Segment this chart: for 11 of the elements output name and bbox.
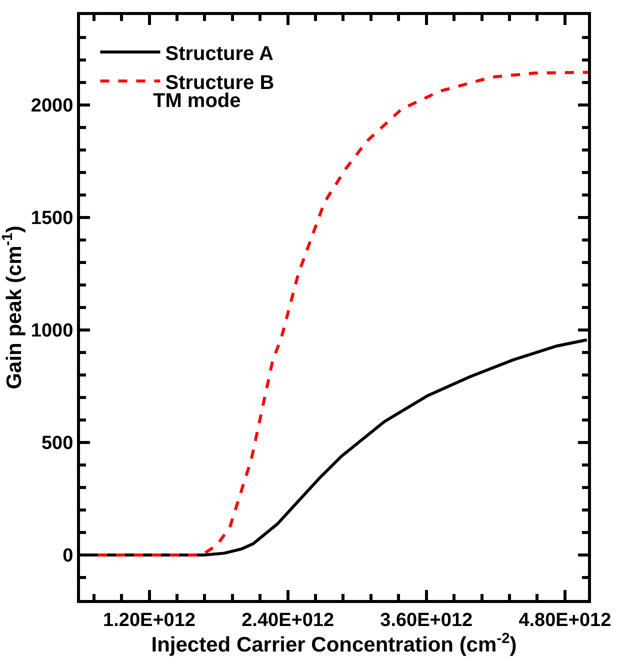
y-tick-label: 2000	[30, 96, 74, 117]
x-tick-label: 2.40E+012	[242, 610, 334, 631]
x-tick-label: 1.20E+012	[103, 610, 196, 631]
y-tick-label: 0	[62, 546, 74, 567]
y-tick-label: 500	[41, 433, 74, 454]
legend-label: Structure A	[165, 42, 274, 65]
y-tick-label: 1000	[30, 320, 74, 342]
x-tick-label: 3.60E+012	[380, 610, 473, 631]
y-tick-label: 1500	[30, 208, 74, 230]
x-tick-label: 4.80E+012	[518, 610, 612, 631]
x-axis-title: Injected Carrier Concentration (cm$^{-2}$)	[151, 630, 517, 657]
